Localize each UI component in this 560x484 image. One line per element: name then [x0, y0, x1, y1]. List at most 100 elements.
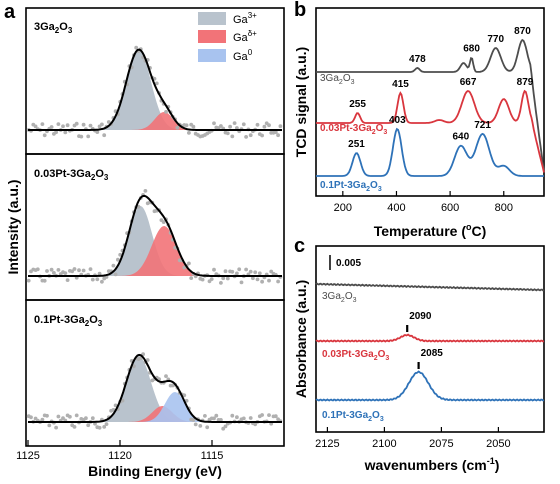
raw-point	[253, 422, 258, 427]
raw-point	[239, 280, 244, 285]
raw-point	[68, 414, 72, 419]
raw-point	[189, 276, 194, 280]
raw-point	[221, 276, 226, 281]
raw-point	[235, 271, 239, 276]
panel-c-letter: c	[294, 235, 305, 257]
raw-point	[134, 45, 139, 50]
b-xlabel: Temperature (oC)	[374, 222, 487, 239]
raw-point	[241, 122, 246, 127]
a3-component-1	[28, 356, 282, 422]
b-series-line-1	[316, 38, 545, 173]
raw-point	[175, 125, 180, 130]
panel-b-xaxis: 200 400 600 800	[334, 191, 513, 214]
raw-point	[40, 122, 45, 126]
raw-point	[257, 271, 262, 276]
raw-point	[267, 123, 271, 128]
raw-point	[56, 268, 61, 272]
panel-a-letter: a	[4, 1, 16, 23]
raw-point	[77, 268, 81, 273]
panel-a-legend: Ga3+ Gaδ+ Ga0	[198, 11, 257, 63]
panel-c-plot: 2090 2085	[315, 282, 545, 402]
raw-point	[219, 418, 223, 422]
subpanel-a3-label: 0.1Pt-3Ga2O3	[34, 314, 103, 328]
b-series-label-3ga: 3Ga2O3	[320, 73, 355, 86]
raw-point	[154, 81, 159, 86]
raw-point	[81, 268, 86, 273]
raw-point	[223, 424, 228, 429]
raw-point	[49, 125, 54, 129]
b-peak-label: 721	[474, 120, 491, 131]
raw-point	[54, 425, 58, 430]
raw-point	[212, 121, 216, 126]
raw-point	[95, 130, 100, 135]
panel-c-frame	[315, 245, 545, 433]
raw-point	[90, 416, 95, 421]
raw-point	[244, 267, 249, 272]
raw-point	[88, 267, 93, 271]
b-peak-label: 870	[514, 26, 531, 37]
b-series-line-2	[316, 89, 545, 173]
c-peak-label: 2090	[409, 311, 432, 322]
b-series-label-003: 0.03Pt-3Ga2O3	[320, 123, 387, 136]
raw-point	[255, 277, 260, 282]
b-series-line-3	[316, 127, 544, 177]
c-xlabel: wavenumbers (cm-1)	[364, 456, 500, 473]
raw-point	[65, 123, 70, 128]
b-peak-label: 879	[517, 77, 534, 88]
raw-point	[90, 277, 95, 282]
raw-point	[248, 133, 253, 138]
raw-point	[104, 422, 109, 426]
raw-point	[111, 263, 116, 268]
raw-point	[273, 130, 278, 135]
panel-a: 3Ga2O3 0.03Pt-3Ga2O3 0.1Pt-3Ga2O3 Ga3+ G…	[5, 7, 285, 479]
raw-point	[276, 279, 280, 284]
raw-point	[33, 124, 38, 129]
raw-point	[72, 267, 77, 271]
raw-point	[45, 269, 49, 273]
raw-point	[74, 121, 79, 126]
raw-point	[219, 281, 223, 285]
panel-b-frame	[315, 7, 545, 197]
a-xtick-1115: 1115	[201, 450, 224, 462]
b-peak-label: 640	[452, 132, 469, 143]
raw-point	[267, 413, 271, 417]
raw-point	[187, 261, 191, 266]
raw-point	[182, 393, 187, 398]
raw-point	[88, 123, 93, 128]
raw-point	[267, 278, 271, 283]
panel-b: 478 680 770 870 255 415 667 879 251 403 640 721 200…	[293, 7, 545, 239]
c-xtick-label: 2125	[315, 438, 339, 450]
raw-point	[219, 124, 223, 128]
raw-point	[65, 278, 70, 282]
raw-point	[42, 133, 47, 138]
raw-point	[225, 131, 230, 136]
raw-point	[118, 252, 123, 257]
raw-point	[63, 271, 68, 275]
raw-point	[260, 133, 264, 138]
a1-fit-envelope	[28, 48, 282, 131]
b-peak-label: 478	[409, 54, 426, 65]
raw-point	[248, 416, 253, 420]
raw-point	[203, 414, 207, 418]
c-series-line-3	[315, 370, 545, 402]
raw-point	[97, 425, 102, 430]
raw-point	[225, 276, 230, 281]
raw-point	[191, 418, 196, 422]
raw-point	[200, 277, 205, 282]
raw-point	[223, 269, 228, 274]
raw-point	[260, 413, 264, 417]
a-xtick-1120: 1120	[108, 450, 132, 462]
b-peak-label: 770	[487, 34, 504, 45]
raw-point	[79, 134, 84, 139]
c-series-label-3ga: 3Ga2O3	[322, 291, 357, 304]
c-series-label-01: 0.1Pt-3Ga2O3	[322, 410, 384, 423]
raw-point	[260, 279, 264, 284]
raw-point	[47, 423, 52, 428]
raw-point	[212, 416, 216, 421]
raw-point	[278, 124, 283, 129]
legend-swatch-gad	[198, 30, 226, 43]
b-xtick-label: 200	[334, 202, 352, 214]
raw-point	[102, 133, 107, 138]
b-xtick-label: 400	[387, 202, 405, 214]
